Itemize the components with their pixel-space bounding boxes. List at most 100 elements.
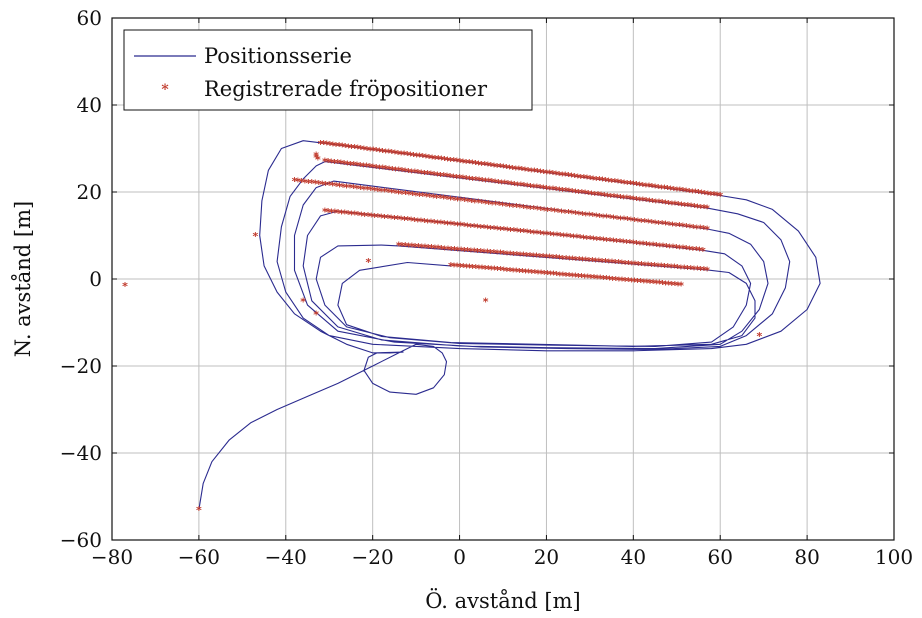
seed-marker: * [646,181,652,194]
seed-marker: * [467,262,473,275]
seed-marker: * [544,183,550,196]
seed-marker: * [458,245,464,258]
seed-marker: * [538,167,544,180]
seed-marker: * [563,253,569,266]
seed-marker: * [389,147,395,160]
seed-marker: * [645,260,651,273]
seed-marker: * [650,277,656,290]
seed-marker: * [640,195,646,208]
seed-marker: * [520,202,526,215]
seed-marker: * [392,213,398,226]
seed-marker: * [557,230,563,243]
seed-marker: * [655,182,661,195]
seed-marker: * [619,258,625,271]
seed-marker: * [515,179,521,192]
seed-marker: * [417,151,423,164]
seed-marker: * [619,275,625,288]
seed-marker: * [579,209,585,222]
seed-marker: * [349,142,355,155]
seed-marker: * [518,180,524,193]
seed-marker: * [361,143,367,156]
seed-marker: * [566,170,572,183]
seed-marker: * [345,208,351,221]
seed-marker: * [615,177,621,190]
seed-marker: * [627,178,633,191]
seed-marker: * [519,164,525,177]
seed-marker: * [421,216,427,229]
seed-marker: * [557,184,563,197]
seed-marker: * [418,167,424,180]
seed-marker: * [652,181,658,194]
seed-marker: * [492,264,498,277]
seed-marker: * [367,144,373,157]
plot-area: * * * * * * * * * * * * * * * * * * * * * * * * * * * * * * * * * * * * * * * *… [122,138,821,517]
seed-marker: * [411,150,417,163]
seed-marker: * [607,212,613,225]
seed-marker: * [573,254,579,267]
seed-marker: * [498,264,504,277]
seed-marker: * [674,184,680,197]
seed-marker: * [643,180,649,193]
seed-marker: * [682,200,688,213]
seed-marker: * [625,275,631,288]
seed-marker: * [621,177,627,190]
seed-marker: * [527,250,533,263]
seed-marker: * [550,184,556,197]
seed-marker: * [630,238,636,251]
seed-marker: * [329,206,335,219]
seed-marker: * [352,209,358,222]
seed-marker: * [580,254,586,267]
seed-marker: * [332,157,338,170]
seed-marker: * [688,263,694,276]
x-tick-label: −20 [352,545,394,569]
seed-marker: * [504,265,510,278]
seed-marker: * [324,139,330,152]
seed-marker: * [337,180,343,193]
seed-marker: * [458,195,464,208]
seed-marker: * [583,209,589,222]
seed-marker: * [402,240,408,253]
seed-marker: * [680,243,686,256]
seed-marker: * [617,236,623,249]
seed-marker: * [349,208,355,221]
seed-marker: * [610,274,616,287]
seed-marker: * [498,224,504,237]
seed-marker: * [697,223,703,236]
seed-marker: * [604,212,610,225]
seed-marker: * [481,246,487,259]
seed-marker: * [589,255,595,268]
seed-marker: * [328,156,334,169]
seed-marker: * [573,186,579,199]
seed-marker: * [562,207,568,220]
y-tick-label: −40 [60,441,102,465]
seed-marker: * [665,183,671,196]
seed-marker: * [354,182,360,195]
seed-marker: * [708,189,714,202]
seed-marker: * [299,176,305,189]
seed-marker: * [409,166,415,179]
seed-marker: * [553,252,559,265]
seed-marker: * [627,193,633,206]
seed-marker: * [496,199,502,212]
seed-marker: * [527,203,533,216]
seed-marker: * [292,175,298,188]
seed-marker: * [552,206,558,219]
seed-marker: * [561,230,567,243]
seed-marker: * [551,229,557,242]
seed-marker: * [483,175,489,188]
seed-marker: * [330,139,336,152]
seed-marker: * [656,197,662,210]
trajectory-line [198,140,821,510]
seed-marker: * [537,251,543,264]
seed-marker: * [557,252,563,265]
seed-marker: * [528,227,534,240]
seed-marker: * [678,262,684,275]
seed-marker: * [403,188,409,201]
seed-marker: * [642,259,648,272]
seed-marker: * [643,195,649,208]
seed-marker: * [597,273,603,286]
seed-marker: * [698,264,704,277]
seed-marker: * [594,234,600,247]
seed-marker: * [354,160,360,173]
seed-marker: * [658,261,664,274]
